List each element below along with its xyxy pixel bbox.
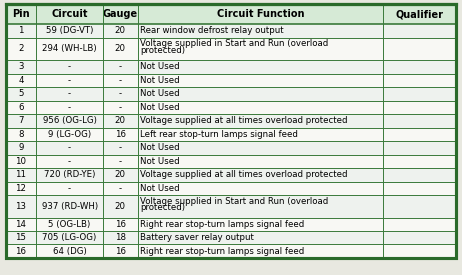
Text: 5: 5 <box>18 89 24 98</box>
Text: Rear window defrost relay output: Rear window defrost relay output <box>140 26 284 35</box>
Bar <box>6 168 456 182</box>
Text: 8: 8 <box>18 130 24 139</box>
Bar <box>6 4 456 24</box>
Text: 11: 11 <box>15 170 26 179</box>
Text: -: - <box>119 89 122 98</box>
Text: -: - <box>68 89 71 98</box>
Text: 59 (DG-VT): 59 (DG-VT) <box>46 26 93 35</box>
Text: 20: 20 <box>115 202 126 211</box>
Bar <box>6 38 456 60</box>
Text: Gauge: Gauge <box>103 9 138 19</box>
Text: Pin: Pin <box>12 9 30 19</box>
Text: 294 (WH-LB): 294 (WH-LB) <box>42 45 97 53</box>
Text: Not Used: Not Used <box>140 103 180 112</box>
Text: 18: 18 <box>115 233 126 242</box>
Text: 9: 9 <box>18 143 24 152</box>
Text: Right rear stop-turn lamps signal feed: Right rear stop-turn lamps signal feed <box>140 220 304 229</box>
Text: Not Used: Not Used <box>140 89 180 98</box>
Bar <box>6 101 456 114</box>
Text: Voltage supplied at all times overload protected: Voltage supplied at all times overload p… <box>140 170 347 179</box>
Bar <box>6 128 456 141</box>
Text: Not Used: Not Used <box>140 184 180 193</box>
Bar <box>6 114 456 128</box>
Text: 16: 16 <box>115 130 126 139</box>
Text: -: - <box>119 103 122 112</box>
Text: 4: 4 <box>18 76 24 85</box>
Text: protected): protected) <box>140 46 185 54</box>
Text: 720 (RD-YE): 720 (RD-YE) <box>44 170 95 179</box>
Bar <box>6 244 456 258</box>
Text: Voltage supplied in Start and Run (overload: Voltage supplied in Start and Run (overl… <box>140 197 328 206</box>
Text: Not Used: Not Used <box>140 62 180 72</box>
Text: -: - <box>68 103 71 112</box>
Text: 5 (OG-LB): 5 (OG-LB) <box>49 220 91 229</box>
Text: 956 (OG-LG): 956 (OG-LG) <box>43 116 97 125</box>
Text: -: - <box>68 157 71 166</box>
Text: 14: 14 <box>15 220 26 229</box>
Text: -: - <box>119 143 122 152</box>
Text: Circuit: Circuit <box>51 9 88 19</box>
Bar <box>6 182 456 195</box>
Text: 20: 20 <box>115 170 126 179</box>
Text: -: - <box>68 143 71 152</box>
Text: 20: 20 <box>115 116 126 125</box>
Text: 20: 20 <box>115 26 126 35</box>
Text: 7: 7 <box>18 116 24 125</box>
Text: 13: 13 <box>15 202 26 211</box>
Text: Voltage supplied at all times overload protected: Voltage supplied at all times overload p… <box>140 116 347 125</box>
Bar <box>6 60 456 74</box>
Text: 16: 16 <box>15 247 26 256</box>
Text: Battery saver relay output: Battery saver relay output <box>140 233 254 242</box>
Bar <box>6 218 456 231</box>
Text: 3: 3 <box>18 62 24 72</box>
Text: -: - <box>119 76 122 85</box>
Text: protected): protected) <box>140 203 185 212</box>
Bar <box>6 87 456 101</box>
Bar <box>6 24 456 38</box>
Text: 705 (LG-OG): 705 (LG-OG) <box>43 233 97 242</box>
Text: -: - <box>68 76 71 85</box>
Bar <box>6 74 456 87</box>
Text: -: - <box>119 184 122 193</box>
Bar <box>6 155 456 168</box>
Text: Not Used: Not Used <box>140 143 180 152</box>
Text: 6: 6 <box>18 103 24 112</box>
Text: 16: 16 <box>115 220 126 229</box>
Text: 64 (DG): 64 (DG) <box>53 247 86 256</box>
Text: 937 (RD-WH): 937 (RD-WH) <box>42 202 97 211</box>
Bar <box>6 195 456 218</box>
Text: Circuit Function: Circuit Function <box>217 9 304 19</box>
Bar <box>6 231 456 244</box>
Text: 12: 12 <box>15 184 26 193</box>
Text: Voltage supplied in Start and Run (overload: Voltage supplied in Start and Run (overl… <box>140 40 328 48</box>
Text: Right rear stop-turn lamps signal feed: Right rear stop-turn lamps signal feed <box>140 247 304 256</box>
Text: -: - <box>119 157 122 166</box>
Text: 10: 10 <box>15 157 26 166</box>
Text: Not Used: Not Used <box>140 76 180 85</box>
Text: Qualifier: Qualifier <box>396 9 444 19</box>
Bar <box>6 141 456 155</box>
Text: 9 (LG-OG): 9 (LG-OG) <box>48 130 91 139</box>
Text: 20: 20 <box>115 45 126 53</box>
Text: -: - <box>68 184 71 193</box>
Text: Left rear stop-turn lamps signal feed: Left rear stop-turn lamps signal feed <box>140 130 298 139</box>
Text: Not Used: Not Used <box>140 157 180 166</box>
Text: 1: 1 <box>18 26 24 35</box>
Text: 2: 2 <box>18 45 24 53</box>
Text: 16: 16 <box>115 247 126 256</box>
Text: 15: 15 <box>15 233 26 242</box>
Text: -: - <box>119 62 122 72</box>
Text: -: - <box>68 62 71 72</box>
